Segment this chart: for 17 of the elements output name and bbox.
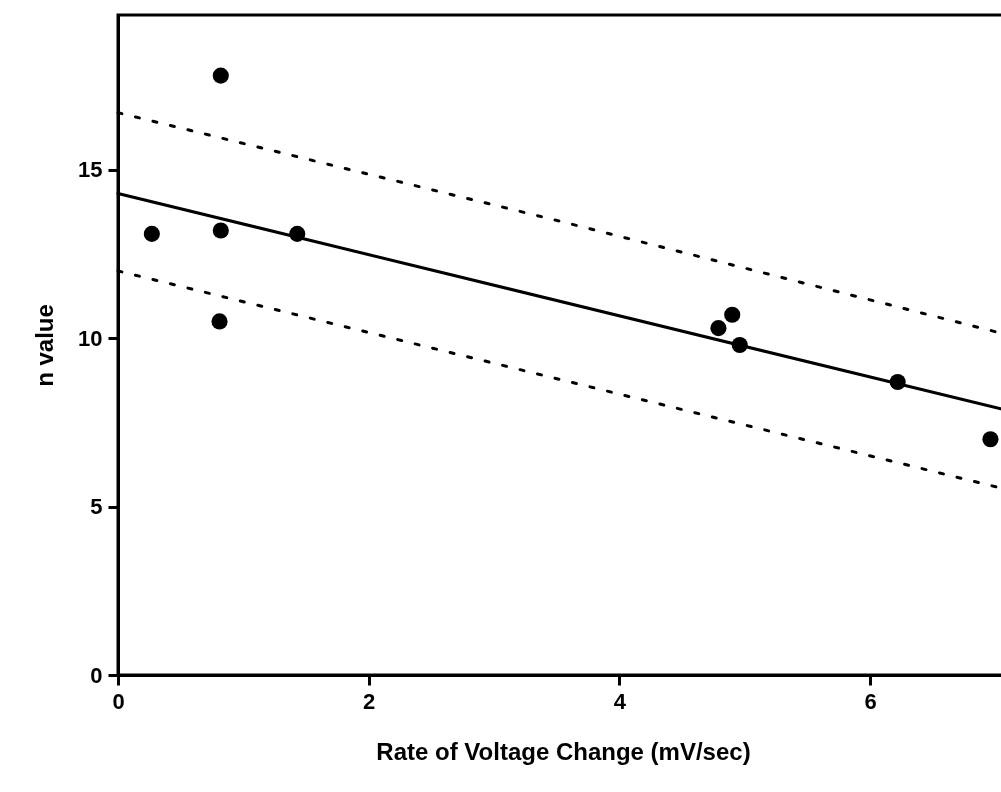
point xyxy=(211,313,228,330)
point xyxy=(724,306,741,323)
y-tick-label: 15 xyxy=(78,157,103,183)
y-axis-title: n value xyxy=(31,304,59,387)
point xyxy=(710,320,727,337)
point xyxy=(212,222,229,239)
y-tick-label: 10 xyxy=(78,325,103,351)
point xyxy=(982,431,999,448)
y-tick-label: 5 xyxy=(90,494,103,520)
x-tick-label: 0 xyxy=(112,688,125,714)
x-axis-title: Rate of Voltage Change (mV/sec) xyxy=(376,737,751,765)
x-tick-label: 6 xyxy=(864,688,877,714)
y-tick-label: 0 xyxy=(90,662,103,688)
x-tick-label: 4 xyxy=(613,688,627,714)
point xyxy=(212,67,229,84)
x-tick-label: 2 xyxy=(363,688,376,714)
point xyxy=(143,225,160,242)
